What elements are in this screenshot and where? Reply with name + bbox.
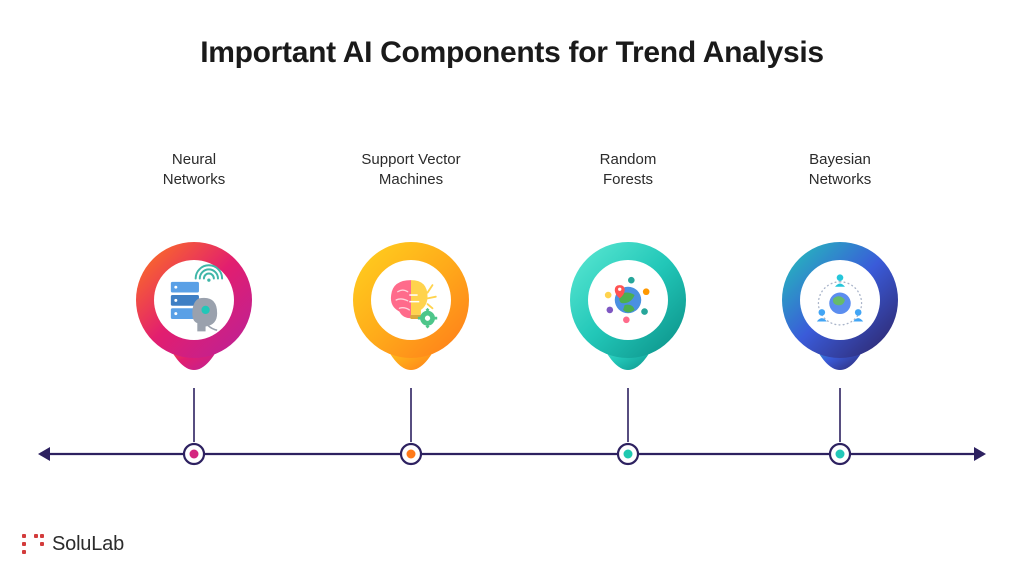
item-label: BayesianNetworks	[750, 150, 930, 191]
timeline-drop	[570, 242, 686, 370]
timeline-arrow-left	[38, 447, 50, 461]
item-label: RandomForests	[538, 150, 718, 191]
timeline-arrow-right	[974, 447, 986, 461]
item-label: Support VectorMachines	[321, 150, 501, 191]
timeline-drop	[782, 242, 898, 370]
infographic-stage	[0, 0, 1024, 576]
brand-logo: SoluLab	[22, 533, 124, 556]
timeline-node-core	[190, 450, 199, 459]
timeline-drop	[353, 242, 469, 370]
timeline-node-core	[836, 450, 845, 459]
brand-logo-mark	[22, 534, 44, 556]
brand-logo-text: SoluLab	[52, 533, 124, 556]
timeline-drop	[136, 242, 252, 370]
timeline-node-core	[407, 450, 416, 459]
item-label: NeuralNetworks	[104, 150, 284, 191]
timeline-node-core	[624, 450, 633, 459]
